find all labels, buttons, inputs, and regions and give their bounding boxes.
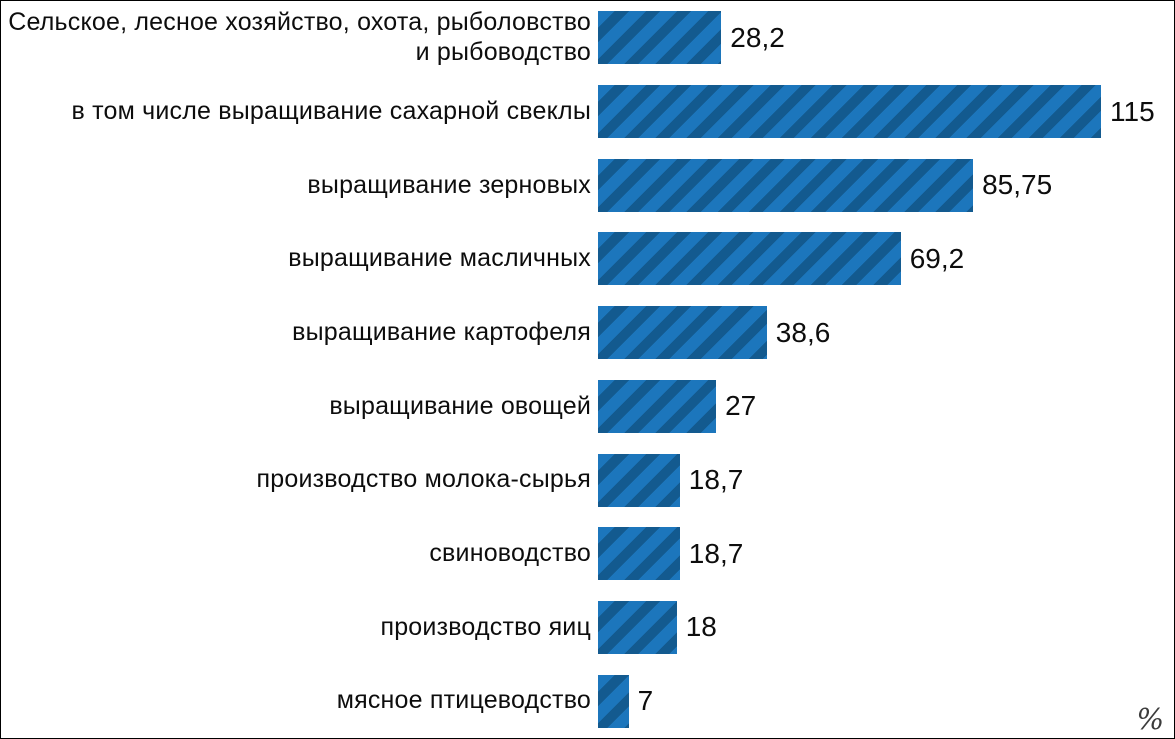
percent-axis-label: % (1136, 702, 1164, 736)
bar-area: 27 (598, 370, 1174, 444)
value-label: 27 (725, 390, 757, 422)
value-label: 85,75 (982, 169, 1053, 201)
bar-area: 18,7 (598, 517, 1174, 591)
bar-area: 28,2 (598, 1, 1174, 75)
bar (598, 306, 767, 360)
chart-row: производство яиц 18 (1, 591, 1174, 665)
bar-area: 115 (598, 75, 1174, 149)
category-label: свиноводство (429, 539, 591, 568)
chart-row: производство молока-сырья 18,7 (1, 443, 1174, 517)
category-label: выращивание овощей (329, 391, 591, 420)
value-label: 7 (637, 685, 654, 717)
bar-area: 18,7 (598, 443, 1174, 517)
category-label: выращивание зерновых (307, 170, 591, 199)
bar (598, 527, 680, 581)
category-label: производство яиц (380, 612, 591, 641)
category-label: производство молока-сырья (256, 465, 591, 494)
bar-area: 7 (598, 664, 1174, 738)
bar-area: 69,2 (598, 222, 1174, 296)
chart-row: выращивание картофеля 38,6 (1, 296, 1174, 370)
category-label: выращивание масличных (288, 244, 591, 273)
bar (598, 674, 629, 728)
chart-row: Сельское, лесное хозяйство, охота, рыбол… (1, 1, 1174, 75)
bar-area: 38,6 (598, 296, 1174, 370)
value-label: 69,2 (909, 242, 965, 274)
category-label: мясное птицеводство (336, 686, 591, 715)
chart-row: выращивание зерновых 85,75 (1, 148, 1174, 222)
bar (598, 232, 901, 286)
bar (598, 158, 974, 212)
value-label: 18 (685, 611, 717, 643)
bar (598, 85, 1101, 139)
value-label: 38,6 (775, 316, 831, 348)
value-label: 28,2 (730, 21, 785, 53)
bar-area: 18 (598, 591, 1174, 665)
chart-row: в том числе выращивание сахарной свеклы 1… (1, 75, 1174, 149)
category-label: Сельское, лесное хозяйство, охота, рыбол… (8, 8, 591, 66)
bar (598, 379, 717, 433)
value-label: 18,7 (688, 464, 744, 496)
chart-row: выращивание масличных 69,2 (1, 222, 1174, 296)
chart-row: мясное птицеводство 7 (1, 664, 1174, 738)
chart-row: выращивание овощей 27 (1, 370, 1174, 444)
bar (598, 600, 677, 654)
value-label: 18,7 (688, 537, 744, 569)
value-label: 115 (1110, 95, 1155, 127)
category-label: выращивание картофеля (292, 317, 591, 346)
bar (598, 11, 722, 65)
bar (598, 453, 680, 507)
category-label: в том числе выращивание сахарной свеклы (71, 96, 591, 125)
bar-area: 85,75 (598, 148, 1174, 222)
chart-row: свиноводство 18,7 (1, 517, 1174, 591)
